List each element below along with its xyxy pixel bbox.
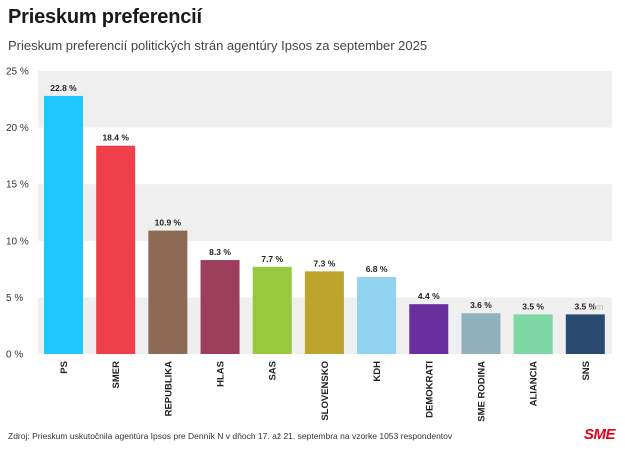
- x-tick-label: REPUBLIKA: [163, 361, 174, 417]
- y-tick-label: 20 %: [6, 123, 29, 134]
- data-labels: 22.8 % 18.4 % 10.9 % 8.3 % 7.7 % 7.3 % 6.8 % 4.…: [50, 83, 596, 311]
- x-tick-label: DEMOKRATI: [424, 361, 435, 418]
- bar-slovensko: [304, 271, 344, 354]
- x-tick-label: KDH: [372, 361, 383, 382]
- x-tick-label: SMER: [111, 361, 122, 389]
- x-axis: PS SMER REPUBLIKA HLAS SAS SLOVENSKO KDH DEMOKR…: [59, 361, 592, 422]
- x-tick-label: SAS: [268, 361, 279, 381]
- x-tick-label: HLAS: [216, 361, 227, 387]
- bar-republika: [148, 230, 188, 354]
- bar-sns: [565, 314, 605, 354]
- x-tick-label: SNS: [581, 361, 592, 381]
- y-tick-label: 10 %: [6, 236, 29, 247]
- data-label: 3.5 %: [574, 301, 596, 311]
- data-label: 22.8 %: [50, 83, 77, 93]
- bar-demokrati: [409, 304, 449, 354]
- chart-subtitle: Prieskum preferencií politických strán a…: [8, 38, 428, 53]
- data-label: 4.4 %: [418, 291, 440, 301]
- y-tick-label: 15 %: [6, 180, 29, 191]
- x-tick-label: SLOVENSKO: [320, 361, 331, 421]
- bar-hlas: [200, 260, 240, 354]
- bar-ps: [44, 95, 83, 355]
- data-label: 18.4 %: [102, 133, 129, 143]
- data-label: 7.7 %: [261, 254, 283, 264]
- x-tick-label: PS: [59, 361, 70, 374]
- data-label: 8.3 %: [209, 247, 231, 257]
- bar-aliancia: [513, 314, 553, 354]
- y-axis: 0 % 5 % 10 % 15 % 20 % 25 %: [6, 67, 29, 361]
- data-label: 10.9 %: [155, 218, 182, 228]
- bar-smer: [96, 145, 136, 354]
- watermark: um: [591, 302, 604, 312]
- chart-title: Prieskum preferencií: [8, 6, 202, 28]
- bar-kdh: [357, 277, 397, 354]
- bar-sme-rodina: [461, 313, 501, 354]
- x-tick-label: ALIANCIA: [529, 361, 540, 407]
- y-tick-label: 0 %: [6, 350, 23, 361]
- source-note: Zdroj: Prieskum uskutočnila agentúra Ips…: [8, 431, 453, 441]
- data-label: 3.6 %: [470, 300, 492, 310]
- y-tick-label: 25 %: [6, 67, 29, 78]
- y-tick-label: 5 %: [6, 293, 23, 304]
- data-label: 6.8 %: [366, 264, 388, 274]
- x-tick-label: SME RODINA: [476, 361, 487, 422]
- data-label: 7.3 %: [314, 258, 336, 268]
- bar-sas: [252, 266, 292, 354]
- grid-band: [38, 71, 612, 128]
- data-label: 3.5 %: [522, 301, 544, 311]
- sme-logo: SME: [583, 426, 616, 443]
- bars: [44, 95, 605, 355]
